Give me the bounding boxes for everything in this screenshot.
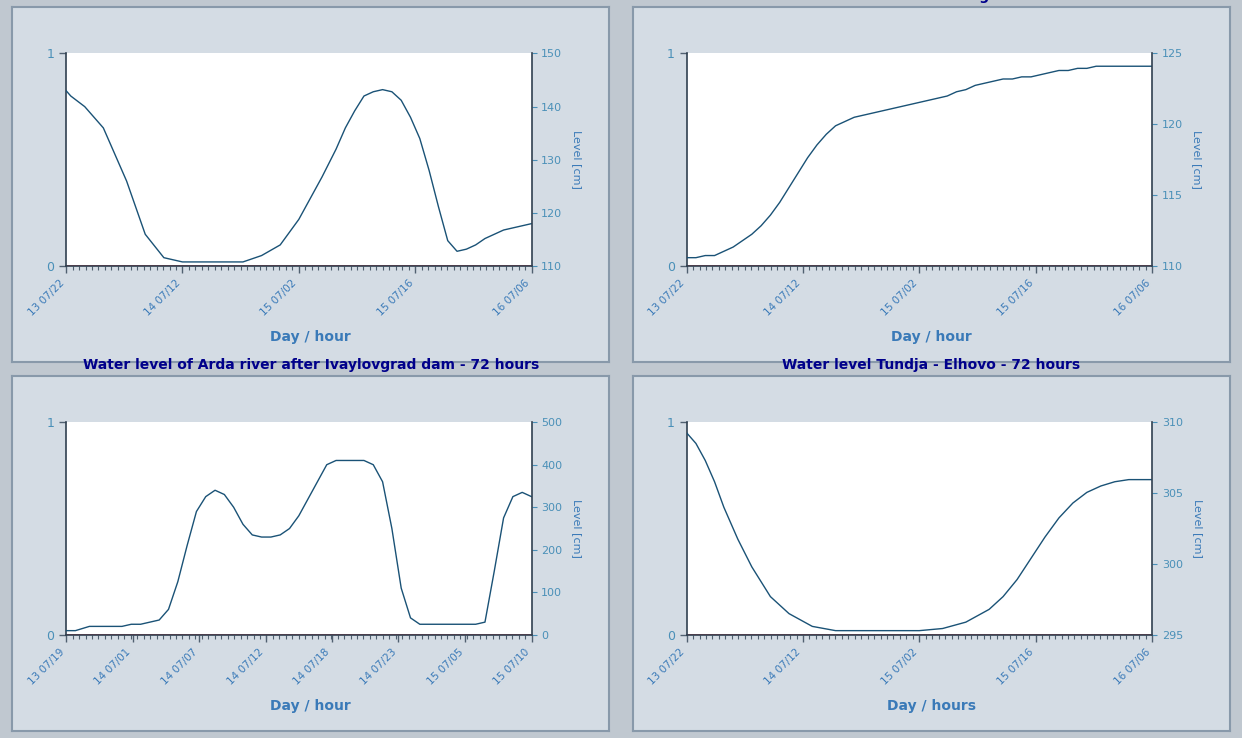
- Text: Day / hour: Day / hour: [891, 330, 971, 344]
- Y-axis label: Level [cm]: Level [cm]: [1192, 131, 1202, 189]
- Y-axis label: Level [cm]: Level [cm]: [571, 499, 581, 558]
- Title: Water level Maritza - Svilengrad - 72 hours: Water level Maritza - Svilengrad - 72 ho…: [763, 0, 1099, 4]
- Title: Water level Maritza - Plovdiv - 72 hours: Water level Maritza - Plovdiv - 72 hours: [155, 0, 466, 4]
- Text: Day / hours: Day / hours: [887, 699, 976, 713]
- Text: Day / hour: Day / hour: [271, 699, 351, 713]
- Y-axis label: Level [cm]: Level [cm]: [571, 131, 581, 189]
- Title: Water level Tundja - Elhovo - 72 hours: Water level Tundja - Elhovo - 72 hours: [782, 358, 1081, 372]
- Text: Day / hour: Day / hour: [271, 330, 351, 344]
- Title: Water level of Arda river after Ivaylovgrad dam - 72 hours: Water level of Arda river after Ivaylovg…: [83, 358, 539, 372]
- Y-axis label: Level [cm]: Level [cm]: [1192, 499, 1202, 558]
